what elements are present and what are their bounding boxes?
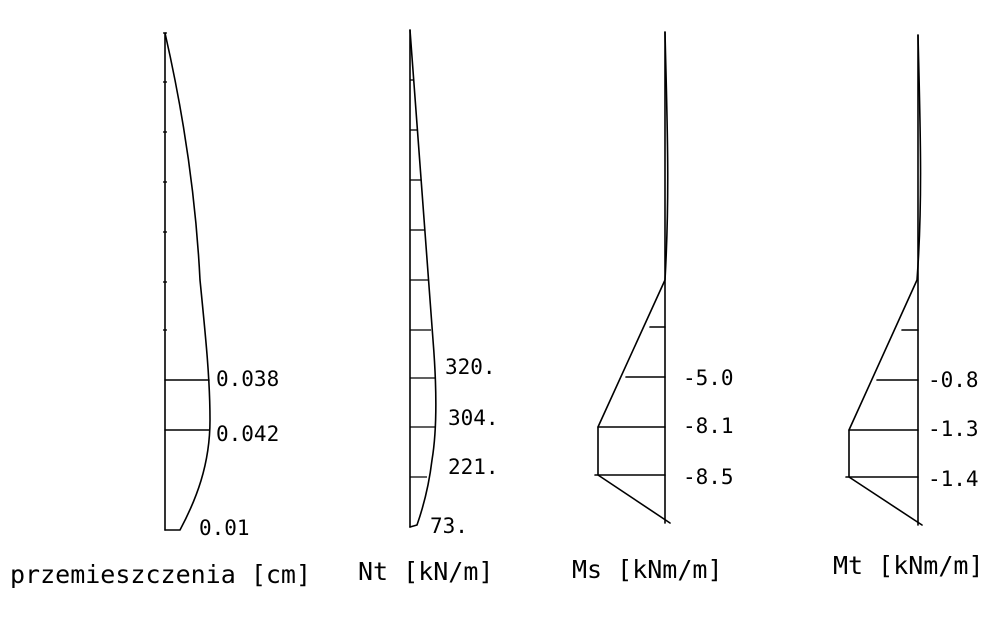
- mt-diagram: -0.8 -1.3 -1.4 Mt [kNm/m]: [833, 34, 984, 580]
- displacement-label-3: 0.01: [199, 516, 250, 540]
- mt-label-3: -1.4: [928, 467, 979, 491]
- nt-label-3: 221.: [448, 455, 499, 479]
- nt-label-4: 73.: [430, 514, 468, 538]
- displacement-caption: przemieszczenia [cm]: [10, 560, 311, 589]
- ms-diagram: -5.0 -8.1 -8.5 Ms [kNm/m]: [572, 31, 734, 584]
- ms-label-1: -5.0: [683, 366, 734, 390]
- nt-diagram: 320. 304. 221. 73. Nt [kN/m]: [358, 29, 499, 586]
- nt-label-2: 304.: [448, 406, 499, 430]
- ms-label-2: -8.1: [683, 414, 734, 438]
- ms-label-3: -8.5: [683, 465, 734, 489]
- nt-caption: Nt [kN/m]: [358, 557, 493, 586]
- displacement-ticks: [163, 32, 167, 331]
- mt-caption: Mt [kNm/m]: [833, 551, 984, 580]
- nt-label-1: 320.: [445, 355, 496, 379]
- mt-label-1: -0.8: [928, 368, 979, 392]
- ms-curve: [597, 31, 671, 524]
- mt-label-2: -1.3: [928, 417, 979, 441]
- nt-ordinates: [410, 79, 435, 478]
- displacement-label-1: 0.038: [216, 367, 279, 391]
- displacement-label-2: 0.042: [216, 422, 279, 446]
- displacement-curve: [164, 32, 211, 531]
- mt-curve: [848, 34, 923, 526]
- nt-curve: [409, 29, 437, 528]
- displacement-diagram: 0.038 0.042 0.01 przemieszczenia [cm]: [10, 32, 311, 589]
- ms-caption: Ms [kNm/m]: [572, 555, 723, 584]
